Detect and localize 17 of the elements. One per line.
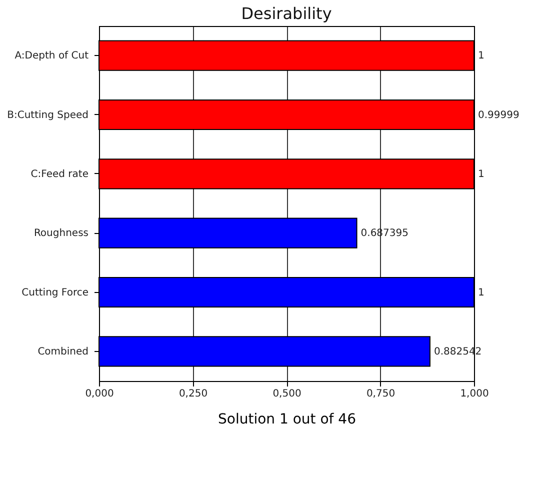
data-label: 1 (478, 168, 484, 180)
x-tick-label: 1,000 (460, 388, 489, 400)
data-label: 1 (478, 50, 484, 62)
chart-title: Desirability (241, 4, 332, 23)
y-tick-label: B:Cutting Speed (7, 110, 88, 121)
y-tick-label: A:Depth of Cut (14, 50, 89, 62)
x-tick-label: 0,000 (85, 388, 114, 400)
x-tick-label: 0,750 (366, 388, 396, 400)
x-axis-title: Solution 1 out of 46 (218, 412, 356, 428)
y-tick-label: Cutting Force (22, 287, 88, 298)
y-tick-label: Combined (38, 346, 88, 358)
x-tick-label: 0,250 (178, 388, 208, 400)
y-tick-label: C:Feed rate (30, 168, 88, 180)
x-tick-label: 0,500 (272, 388, 302, 400)
data-label: 1 (478, 287, 484, 298)
y-tick-label: Roughness (34, 228, 88, 240)
data-label: 0.99999 (478, 110, 520, 121)
